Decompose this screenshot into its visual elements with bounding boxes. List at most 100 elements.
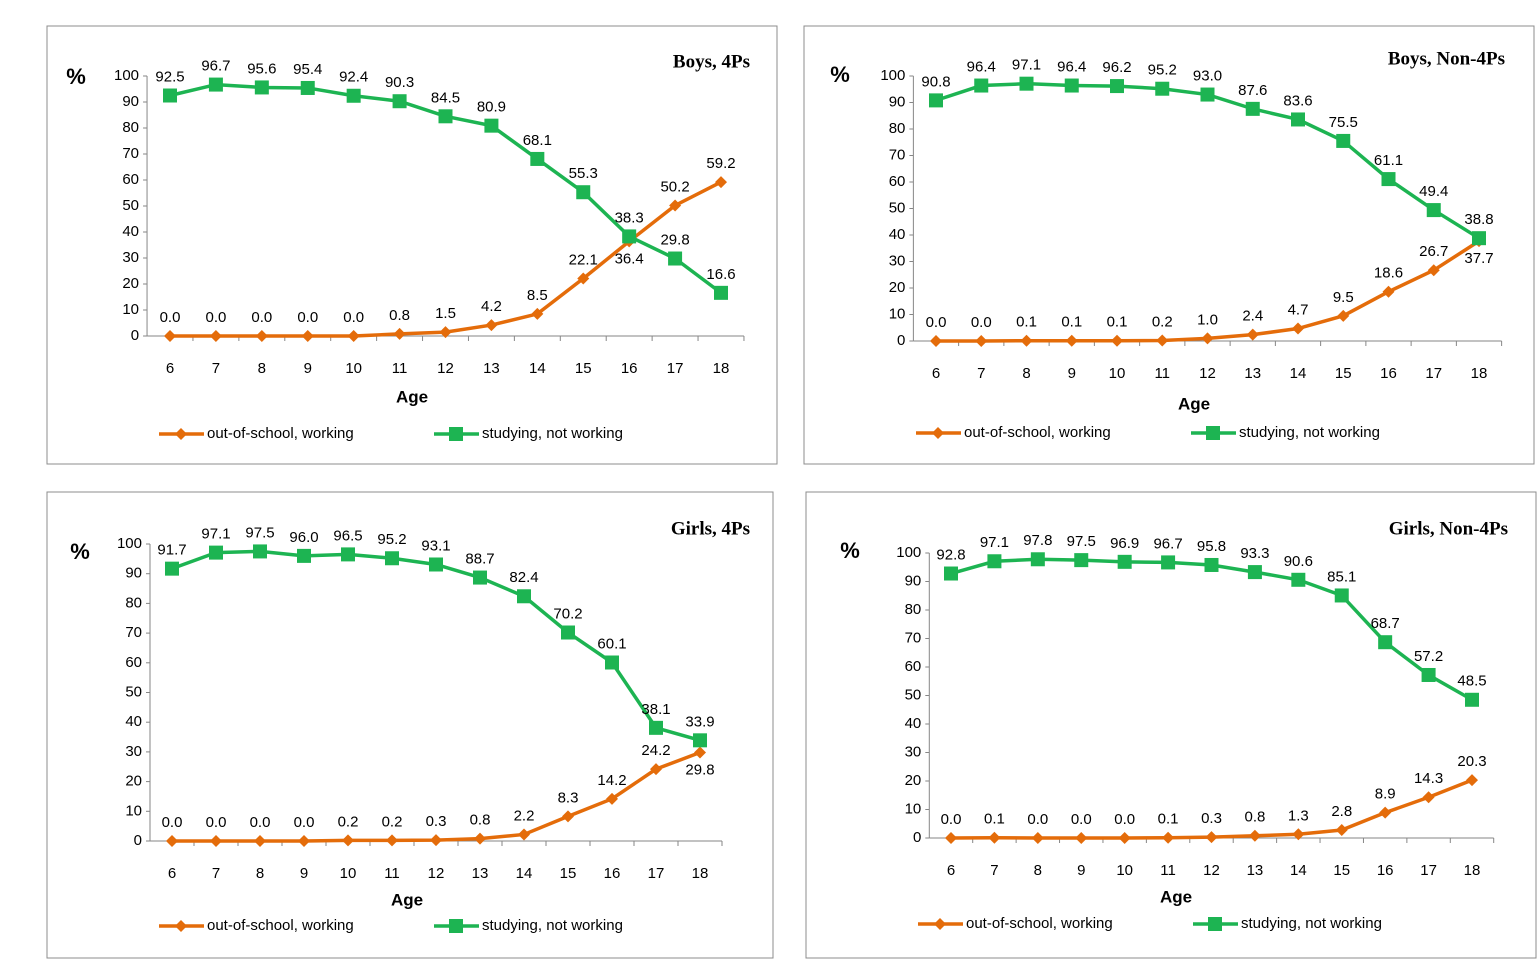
marker <box>1291 572 1306 587</box>
data-label: 91.7 <box>157 542 186 559</box>
y-tick-label: 0 <box>131 327 139 344</box>
marker <box>254 80 269 95</box>
marker <box>392 94 407 109</box>
x-tick-label: 9 <box>1068 365 1076 382</box>
marker <box>1337 309 1350 322</box>
marker <box>1204 557 1219 572</box>
x-tick-label: 8 <box>1034 862 1042 879</box>
marker <box>530 151 545 166</box>
data-label: 96.9 <box>1110 535 1139 552</box>
x-tick-label: 6 <box>932 365 940 382</box>
x-tick-label: 17 <box>1425 365 1442 382</box>
data-label: 97.1 <box>201 526 230 543</box>
marker <box>1421 667 1436 682</box>
marker <box>1248 829 1261 842</box>
marker <box>210 835 222 847</box>
marker <box>386 834 398 847</box>
marker <box>1246 328 1259 341</box>
x-tick-label: 9 <box>304 360 312 377</box>
marker <box>1031 832 1044 844</box>
data-label: 90.6 <box>1284 553 1313 570</box>
legend-label: out-of-school, working <box>207 917 354 934</box>
data-label: 97.8 <box>1023 532 1052 549</box>
marker <box>1118 832 1131 844</box>
data-label: 0.8 <box>389 307 410 324</box>
y-tick-label: 0 <box>897 332 905 349</box>
marker <box>1075 832 1088 844</box>
x-tick-label: 15 <box>560 865 577 882</box>
data-label: 95.4 <box>293 61 322 78</box>
y-axis-label: % <box>840 538 860 563</box>
marker <box>694 746 706 759</box>
legend-marker <box>449 919 463 933</box>
chart-title: Girls, 4Ps <box>671 518 750 539</box>
data-label: 0.2 <box>338 813 359 830</box>
data-label: 0.0 <box>926 314 947 331</box>
marker <box>669 199 682 212</box>
marker <box>1336 133 1351 148</box>
marker <box>1064 78 1079 93</box>
y-tick-label: 100 <box>114 67 139 84</box>
x-tick-label: 13 <box>1244 365 1261 382</box>
x-tick-label: 18 <box>1471 365 1488 382</box>
y-tick-label: 20 <box>122 275 139 292</box>
data-label: 0.8 <box>470 812 491 829</box>
data-label: 0.0 <box>250 814 271 831</box>
data-label: 97.1 <box>980 534 1009 551</box>
data-label: 0.0 <box>251 309 272 326</box>
y-tick-label: 50 <box>122 197 139 214</box>
x-tick-label: 13 <box>483 360 500 377</box>
legend-label: out-of-school, working <box>207 425 354 442</box>
legend-label: studying, not working <box>1241 915 1382 932</box>
data-label: 1.5 <box>435 305 456 322</box>
x-tick-label: 7 <box>212 360 220 377</box>
x-tick-label: 10 <box>1109 365 1126 382</box>
marker <box>649 720 663 735</box>
y-tick-label: 70 <box>122 145 139 162</box>
marker <box>253 544 267 559</box>
marker <box>209 545 223 560</box>
x-tick-label: 11 <box>384 865 400 882</box>
x-tick-label: 17 <box>1420 862 1437 879</box>
x-tick-label: 9 <box>300 865 308 882</box>
marker <box>1155 81 1170 96</box>
marker <box>429 557 443 572</box>
data-label: 48.5 <box>1457 673 1486 690</box>
x-tick-label: 8 <box>258 360 266 377</box>
x-tick-label: 8 <box>1022 365 1030 382</box>
data-label: 0.8 <box>1244 809 1265 826</box>
marker <box>438 109 453 124</box>
x-tick-label: 14 <box>1290 365 1307 382</box>
marker <box>393 327 406 340</box>
x-tick-label: 15 <box>1335 365 1352 382</box>
y-tick-label: 80 <box>125 594 142 611</box>
data-label: 2.2 <box>514 807 535 824</box>
marker <box>1110 79 1124 94</box>
y-tick-label: 40 <box>125 713 142 730</box>
marker <box>1292 828 1305 841</box>
y-axis-label: % <box>66 64 86 89</box>
data-label: 70.2 <box>553 605 582 622</box>
marker <box>1020 334 1033 347</box>
data-label: 96.0 <box>289 529 318 546</box>
x-tick-label: 11 <box>392 360 408 377</box>
x-axis-label: Age <box>396 387 428 406</box>
data-label: 96.2 <box>1102 59 1131 76</box>
legend-label: out-of-school, working <box>966 915 1113 932</box>
y-tick-label: 10 <box>905 800 922 817</box>
y-tick-label: 100 <box>880 67 905 84</box>
y-tick-label: 0 <box>913 829 921 846</box>
data-label: 95.6 <box>247 60 276 77</box>
y-tick-label: 30 <box>125 743 142 760</box>
data-label: 1.0 <box>1197 311 1218 328</box>
data-label: 8.9 <box>1375 786 1396 803</box>
marker <box>1335 824 1348 837</box>
y-tick-label: 30 <box>122 249 139 266</box>
marker <box>346 88 361 103</box>
marker <box>341 547 355 562</box>
x-tick-label: 10 <box>345 360 362 377</box>
x-tick-label: 12 <box>1203 862 1220 879</box>
marker <box>165 561 179 576</box>
legend-label: studying, not working <box>482 425 623 442</box>
